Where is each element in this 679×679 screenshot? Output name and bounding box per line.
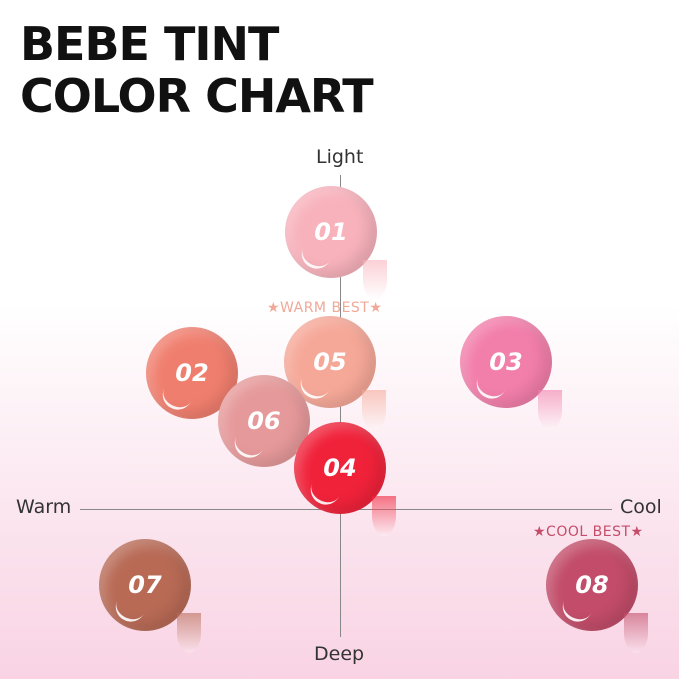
swatch-number: 01 xyxy=(314,218,348,246)
page-title: BEBE TINT COLOR CHART xyxy=(20,17,374,123)
title-line-1: BEBE TINT xyxy=(20,17,279,71)
swatch-number: 02 xyxy=(175,359,209,387)
warm-best-badge: ★WARM BEST★ xyxy=(267,300,383,316)
axis-label-warm: Warm xyxy=(16,496,72,518)
swatch-tail xyxy=(624,613,648,653)
cool-best-badge: ★COOL BEST★ xyxy=(533,524,644,540)
swatch-number: 07 xyxy=(128,571,162,599)
swatch-tail xyxy=(363,260,387,300)
swatch-01: 01 xyxy=(285,186,387,300)
swatch-tail xyxy=(177,613,201,653)
swatch-07: 07 xyxy=(99,539,201,653)
axis-label-deep: Deep xyxy=(314,643,365,665)
swatch-tail xyxy=(538,390,562,430)
swatch-03: 03 xyxy=(460,316,562,430)
axis-label-light: Light xyxy=(316,146,364,168)
swatch-tail xyxy=(362,390,386,430)
swatch-number: 05 xyxy=(313,348,347,376)
swatch-number: 08 xyxy=(575,571,609,599)
title-line-2: COLOR CHART xyxy=(20,69,374,123)
axis-label-cool: Cool xyxy=(620,496,662,518)
swatch-tail xyxy=(372,496,396,536)
swatch-number: 04 xyxy=(323,454,357,482)
swatch-05: 05 xyxy=(284,316,386,430)
swatch-number: 06 xyxy=(247,407,281,435)
swatch-08: 08 xyxy=(546,539,648,653)
swatch-04: 04 xyxy=(294,422,396,536)
swatch-number: 03 xyxy=(489,348,523,376)
